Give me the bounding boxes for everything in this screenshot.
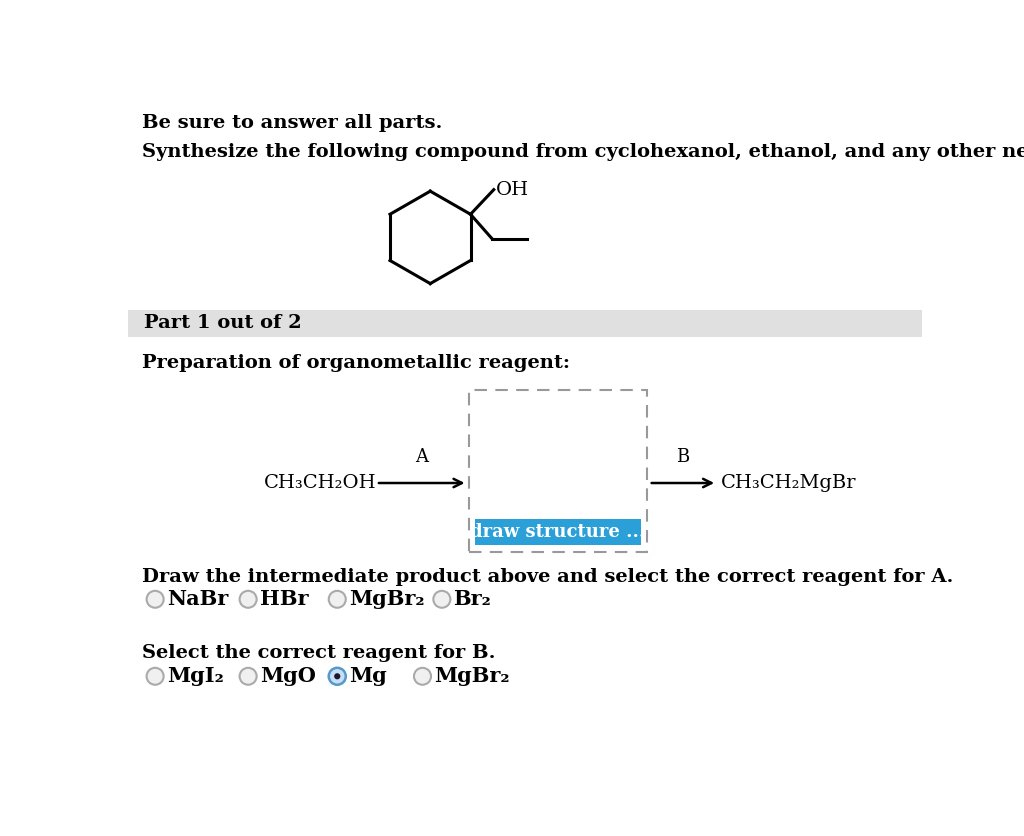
Text: MgI₂: MgI₂ <box>167 666 223 686</box>
Text: MgBr₂: MgBr₂ <box>349 589 424 609</box>
Circle shape <box>329 668 346 685</box>
Text: HBr: HBr <box>260 589 308 609</box>
Text: draw structure ...: draw structure ... <box>470 523 646 541</box>
Text: Synthesize the following compound from cyclohexanol, ethanol, and any other need: Synthesize the following compound from c… <box>142 143 1024 161</box>
Text: B: B <box>676 448 689 466</box>
Circle shape <box>334 673 340 680</box>
Text: Be sure to answer all parts.: Be sure to answer all parts. <box>142 115 442 132</box>
Text: CH₃CH₂MgBr: CH₃CH₂MgBr <box>721 474 856 492</box>
Circle shape <box>146 591 164 608</box>
Circle shape <box>146 668 164 685</box>
Circle shape <box>240 668 257 685</box>
Text: Preparation of organometallic reagent:: Preparation of organometallic reagent: <box>142 354 570 372</box>
Text: Br₂: Br₂ <box>454 589 492 609</box>
Circle shape <box>240 591 257 608</box>
Bar <box>475 519 641 545</box>
Circle shape <box>433 591 451 608</box>
Bar <box>128 310 922 338</box>
Text: Mg: Mg <box>349 666 387 686</box>
Text: CH₃CH₂OH: CH₃CH₂OH <box>263 474 376 492</box>
Text: Select the correct reagent for B.: Select the correct reagent for B. <box>142 644 496 662</box>
Text: MgO: MgO <box>260 666 315 686</box>
Text: NaBr: NaBr <box>167 589 228 609</box>
Text: A: A <box>415 448 428 466</box>
Circle shape <box>414 668 431 685</box>
Bar <box>469 390 647 552</box>
Circle shape <box>329 591 346 608</box>
Text: OH: OH <box>496 181 529 199</box>
Text: Draw the intermediate product above and select the correct reagent for A.: Draw the intermediate product above and … <box>142 568 953 587</box>
Text: Part 1 out of 2: Part 1 out of 2 <box>143 314 301 332</box>
Text: MgBr₂: MgBr₂ <box>434 666 510 686</box>
